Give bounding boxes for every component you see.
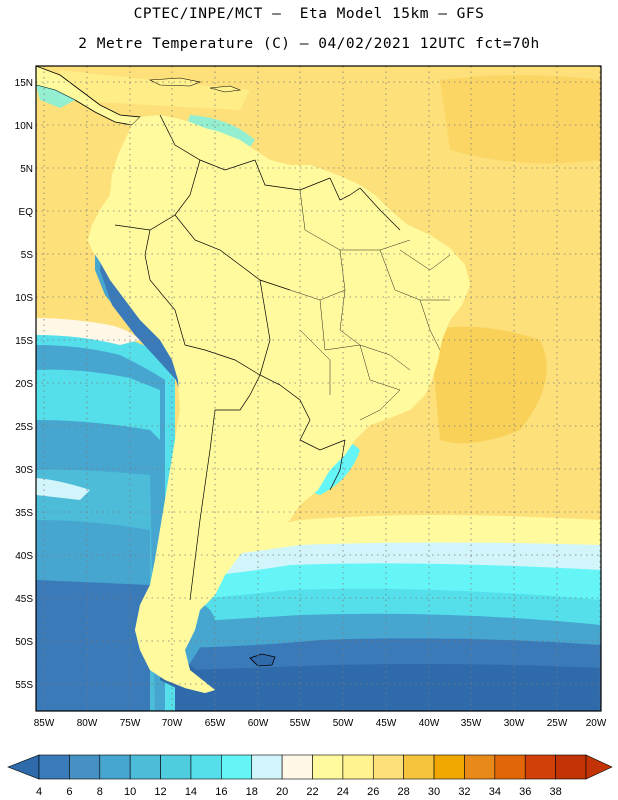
lat-label: 35S [15, 508, 33, 519]
colorbar-label: 36 [519, 786, 531, 798]
colorbar-label: 32 [458, 786, 470, 798]
colorbar-swatch [403, 754, 435, 780]
lat-label: 50S [15, 637, 33, 648]
lon-label: 85W [34, 718, 55, 729]
lat-label: 15S [15, 336, 33, 347]
lat-label: EQ [19, 207, 34, 218]
map-frame [35, 65, 602, 712]
lon-label: 20W [586, 718, 607, 729]
colorbar-swatch [69, 754, 101, 780]
lon-label: 30W [504, 718, 525, 729]
lat-label: 15N [15, 78, 33, 89]
lat-label: 25S [15, 422, 33, 433]
colorbar-swatch [372, 754, 404, 780]
colorbar-label: 30 [428, 786, 440, 798]
colorbar-label: 24 [337, 786, 349, 798]
colorbar-label: 12 [154, 786, 166, 798]
colorbar-swatch [464, 754, 496, 780]
colorbar-label: 22 [306, 786, 318, 798]
colorbar-label: 4 [36, 786, 42, 798]
lon-label: 40W [419, 718, 440, 729]
lon-label: 80W [77, 718, 98, 729]
lon-label: 75W [120, 718, 141, 729]
colorbar-label: 14 [185, 786, 197, 798]
colorbar-label: 26 [367, 786, 379, 798]
colorbar-swatch [555, 754, 587, 780]
colorbar-swatch [251, 754, 283, 780]
colorbar-label: 38 [549, 786, 561, 798]
colorbar-label: 10 [124, 786, 136, 798]
colorbar-swatch [221, 754, 253, 780]
lon-label: 25W [547, 718, 568, 729]
lon-label: 35W [461, 718, 482, 729]
lat-label: 30S [15, 465, 33, 476]
colorbar-swatch [524, 754, 556, 780]
colorbar-label: 28 [398, 786, 410, 798]
colorbar-swatch [99, 754, 131, 780]
colorbar-label: 16 [215, 786, 227, 798]
colorbar-label: 20 [276, 786, 288, 798]
colorbar-legend: 4 6 8 10 12 14 16 18 20 22 24 26 28 30 32 34 36 38 [7, 754, 613, 798]
state-borders [289, 189, 451, 421]
lon-label: 70W [162, 718, 183, 729]
country-borders [114, 114, 401, 601]
colorbar-swatch [281, 754, 313, 780]
lon-label: 50W [333, 718, 354, 729]
lat-label: 10N [15, 121, 33, 132]
colorbar-arrow-right [585, 754, 613, 780]
colorbar-swatch [494, 754, 526, 780]
lon-label: 60W [248, 718, 269, 729]
colorbar-label: 8 [97, 786, 103, 798]
lat-label: 5N [20, 164, 33, 175]
colorbar-swatch [342, 754, 374, 780]
lat-label: 10S [15, 293, 33, 304]
temperature-map [36, 66, 601, 711]
colorbar-swatch [312, 754, 344, 780]
latitude-labels: 15N 10N 5N EQ 5S 10S 15S 20S 25S 30S 35S… [15, 78, 34, 691]
lat-label: 20S [15, 379, 33, 390]
colorbar-swatch [38, 754, 70, 780]
lat-label: 55S [15, 680, 33, 691]
lat-label: 40S [15, 551, 33, 562]
colorbar-label: 34 [489, 786, 501, 798]
title-line-2: 2 Metre Temperature (C) – 04/02/2021 12U… [78, 36, 540, 52]
lon-label: 55W [290, 718, 311, 729]
colorbar-swatch [160, 754, 192, 780]
colorbar-swatch [129, 754, 161, 780]
longitude-labels: 85W 80W 75W 70W 65W 60W 55W 50W 45W 40W … [34, 718, 607, 729]
lon-label: 65W [205, 718, 226, 729]
grid-lines [36, 66, 601, 711]
colorbar-arrow-left [7, 754, 40, 780]
colorbar-swatch [433, 754, 465, 780]
title-line-1: CPTEC/INPE/MCT – Eta Model 15km – GFS [133, 6, 485, 22]
colorbar-label: 6 [66, 786, 72, 798]
colorbar-label: 18 [246, 786, 258, 798]
lat-label: 5S [21, 250, 34, 261]
lon-label: 45W [376, 718, 397, 729]
lat-label: 45S [15, 594, 33, 605]
colorbar-swatch [190, 754, 222, 780]
